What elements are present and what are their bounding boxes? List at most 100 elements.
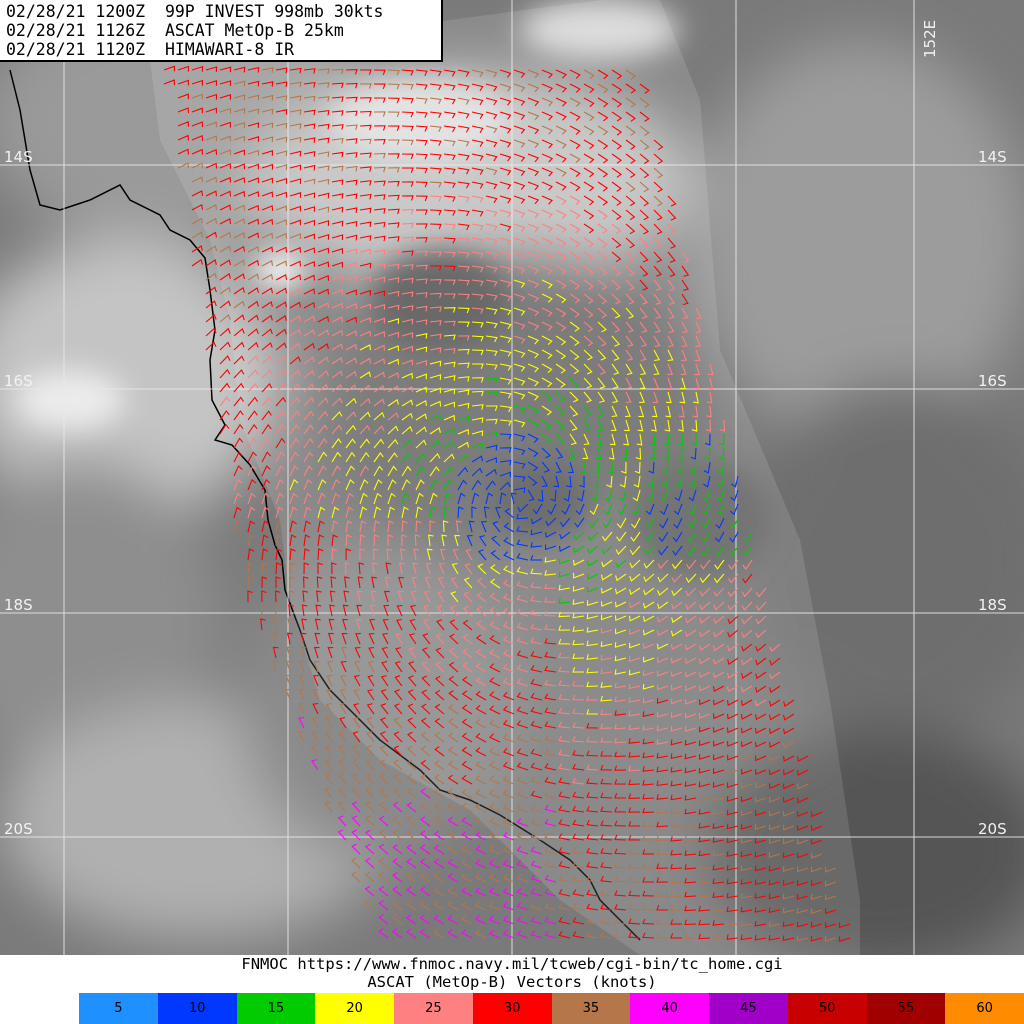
wind-barb <box>373 478 383 491</box>
wind-barb <box>600 682 613 688</box>
wind-barb <box>628 835 641 841</box>
wind-barb <box>393 703 403 715</box>
lat-lon-grid <box>0 0 1024 955</box>
wind-barb <box>600 764 613 771</box>
wind-barb <box>359 384 371 393</box>
ir-imagery-with-wind-barbs <box>0 0 1024 955</box>
wind-barb <box>601 531 613 542</box>
wind-barb <box>544 860 557 869</box>
wind-barb <box>499 97 512 106</box>
wind-barb <box>555 237 567 247</box>
wind-barb <box>740 879 753 885</box>
wind-barb <box>797 838 809 845</box>
wind-barb <box>461 718 473 729</box>
wind-barb <box>369 605 376 617</box>
wind-barb <box>670 657 683 664</box>
wind-barb <box>471 181 484 189</box>
wind-barb <box>686 531 697 543</box>
wind-barb <box>611 251 622 263</box>
wind-barb <box>628 848 641 855</box>
wind-barb <box>566 475 572 488</box>
wind-barb <box>401 97 414 104</box>
wind-barb <box>317 465 327 477</box>
wind-barb <box>628 807 641 813</box>
wind-barb <box>527 83 540 93</box>
wind-barb <box>639 321 648 333</box>
wind-barb <box>510 492 517 505</box>
wind-barb <box>401 167 414 173</box>
wind-barb <box>555 405 566 417</box>
wind-barb <box>583 209 595 220</box>
wind-barb <box>387 222 400 228</box>
wind-barb <box>583 349 593 361</box>
wind-barb <box>273 618 280 631</box>
wind-barb <box>600 601 613 607</box>
wind-barb <box>502 621 515 631</box>
wind-barb <box>429 427 441 435</box>
wind-barb <box>516 706 529 715</box>
wind-barb <box>475 901 487 911</box>
wind-barb <box>740 685 753 693</box>
wind-barb <box>544 583 557 589</box>
wind-barb <box>558 777 571 785</box>
wind-barb <box>419 872 431 883</box>
wind-barb <box>401 236 414 243</box>
wind-barb <box>324 801 333 813</box>
wind-barb <box>684 767 697 774</box>
colorbar-label: 40 <box>661 1001 678 1016</box>
wind-barb <box>678 405 685 418</box>
wind-barb <box>600 778 613 785</box>
wind-barb <box>247 149 260 156</box>
wind-barb <box>387 331 399 338</box>
wind-barb <box>544 735 557 743</box>
wind-barb <box>740 851 753 858</box>
wind-barb <box>433 900 445 911</box>
wind-barb <box>373 344 386 351</box>
wind-barb <box>324 759 333 771</box>
wind-barb <box>311 730 319 743</box>
wind-barb <box>419 900 431 911</box>
wind-barb <box>610 419 617 432</box>
wind-barb <box>600 862 613 869</box>
wind-barb <box>345 193 358 200</box>
wind-barb <box>359 344 372 351</box>
wind-barb <box>726 727 739 734</box>
wind-barb <box>675 475 683 488</box>
wind-barb <box>527 181 540 191</box>
wind-barb <box>247 423 258 435</box>
wind-barb <box>471 307 484 314</box>
wind-barb <box>579 475 585 488</box>
wind-barb <box>572 639 585 646</box>
wind-barb <box>325 745 333 757</box>
wind-barb <box>541 195 553 205</box>
wind-barb <box>447 886 459 897</box>
wind-barb <box>379 787 389 799</box>
wind-barb <box>544 651 557 659</box>
wind-barb <box>527 321 540 331</box>
wind-barb <box>485 468 497 477</box>
wind-barb <box>419 928 431 939</box>
wind-barb <box>452 548 459 561</box>
wind-barb <box>392 801 403 813</box>
wind-barb <box>768 699 781 707</box>
wind-barb <box>317 247 329 254</box>
wind-barb <box>681 293 689 306</box>
wind-barb <box>614 723 627 730</box>
wind-barb <box>527 391 539 401</box>
wind-barb <box>569 293 581 304</box>
wind-barb <box>233 108 246 114</box>
wind-barb <box>275 576 281 588</box>
wind-barb <box>633 475 641 488</box>
wind-barb <box>429 506 437 519</box>
wind-barb <box>796 935 809 942</box>
wind-barb <box>247 122 260 129</box>
wind-barb <box>499 251 512 260</box>
wind-barb <box>631 503 641 516</box>
wind-barb <box>275 177 288 184</box>
wind-barb <box>502 915 515 925</box>
wind-barb <box>364 899 375 911</box>
wind-barb <box>233 218 246 225</box>
wind-barb <box>716 489 725 502</box>
wind-barb <box>191 79 203 86</box>
wind-barb <box>443 388 456 395</box>
